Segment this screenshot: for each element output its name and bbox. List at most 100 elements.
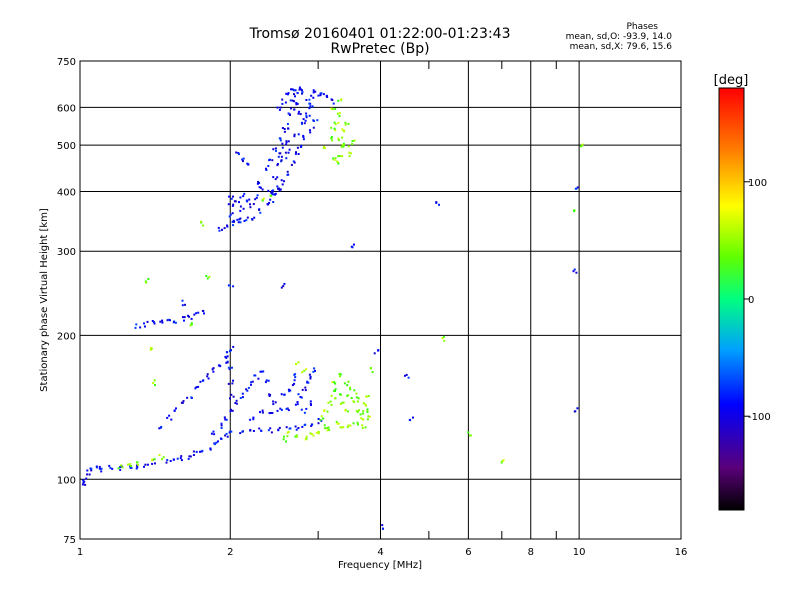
data-point — [338, 112, 341, 115]
data-point — [347, 424, 350, 427]
data-point — [150, 347, 153, 350]
data-point — [337, 121, 340, 124]
data-point — [281, 146, 284, 149]
data-point — [153, 379, 156, 382]
data-point — [151, 320, 154, 322]
data-point — [279, 188, 282, 191]
data-point — [288, 427, 291, 430]
data-point — [245, 199, 248, 202]
data-point — [251, 380, 254, 383]
data-point — [331, 99, 334, 101]
data-point — [271, 192, 274, 195]
colorbar — [718, 87, 745, 511]
data-point — [500, 461, 503, 464]
data-point — [308, 373, 311, 376]
data-point — [281, 183, 284, 186]
data-point — [241, 158, 244, 161]
data-point — [137, 463, 140, 466]
data-point — [237, 152, 240, 154]
data-point — [230, 430, 233, 433]
data-point — [193, 313, 196, 316]
data-point — [82, 479, 85, 482]
data-point — [343, 143, 345, 146]
data-point — [220, 427, 223, 429]
data-point — [202, 379, 205, 382]
data-point — [314, 369, 316, 372]
data-point — [304, 386, 307, 389]
data-point — [283, 435, 285, 438]
data-point — [309, 129, 311, 132]
data-point — [296, 146, 299, 149]
data-point — [270, 431, 273, 434]
data-point — [293, 161, 296, 164]
data-point — [356, 421, 359, 424]
data-point — [353, 243, 355, 246]
data-point — [330, 107, 333, 110]
data-point — [344, 121, 347, 124]
data-point — [297, 133, 300, 136]
data-point — [293, 108, 296, 111]
data-point — [579, 145, 582, 148]
data-point — [357, 397, 360, 400]
data-point — [404, 374, 406, 377]
data-point — [287, 92, 290, 95]
data-point — [271, 159, 274, 162]
data-point — [279, 152, 282, 155]
data-point — [294, 89, 297, 92]
data-point — [285, 92, 288, 95]
data-point — [241, 396, 244, 399]
data-point — [130, 465, 133, 467]
data-point — [294, 425, 297, 428]
data-point — [159, 320, 162, 323]
data-point — [334, 129, 337, 132]
data-point — [214, 443, 216, 446]
data-point — [278, 189, 281, 192]
data-point — [174, 321, 177, 324]
data-point — [202, 309, 205, 312]
data-point — [181, 299, 184, 302]
data-point — [255, 196, 258, 199]
x-axis-label: Frequency [MHz] — [338, 560, 422, 571]
data-point — [261, 411, 264, 414]
data-point — [225, 351, 228, 354]
data-point — [325, 94, 328, 97]
data-point — [207, 377, 210, 380]
data-point — [312, 91, 315, 94]
data-point — [309, 400, 312, 403]
data-point — [360, 417, 363, 420]
data-point — [337, 155, 340, 158]
data-point — [502, 459, 505, 462]
data-point — [337, 99, 340, 102]
data-point — [242, 207, 245, 210]
data-point — [442, 335, 445, 338]
data-point — [230, 393, 233, 396]
data-point — [154, 384, 156, 386]
data-point — [348, 155, 351, 158]
data-point — [299, 88, 302, 91]
data-point — [145, 281, 148, 284]
data-point — [334, 388, 337, 391]
data-point — [205, 274, 208, 277]
data-point — [239, 397, 242, 399]
data-point — [290, 107, 292, 110]
data-point — [330, 126, 333, 129]
data-point — [572, 270, 575, 273]
data-point — [271, 412, 274, 414]
data-point — [576, 186, 579, 189]
data-point — [200, 221, 203, 224]
data-point — [319, 94, 322, 97]
data-point — [277, 428, 280, 431]
data-point — [186, 396, 189, 399]
data-point — [151, 462, 154, 465]
data-point — [326, 96, 329, 98]
data-point — [362, 402, 365, 405]
data-point — [233, 220, 236, 223]
data-point — [288, 148, 291, 151]
data-point — [224, 434, 227, 437]
data-point — [252, 416, 255, 419]
data-point — [297, 112, 300, 115]
data-point — [241, 430, 244, 433]
data-point — [246, 216, 249, 219]
phase-stats-x: mean, sd,X: 79.6, 15.6 — [569, 42, 672, 52]
data-point — [343, 382, 346, 385]
